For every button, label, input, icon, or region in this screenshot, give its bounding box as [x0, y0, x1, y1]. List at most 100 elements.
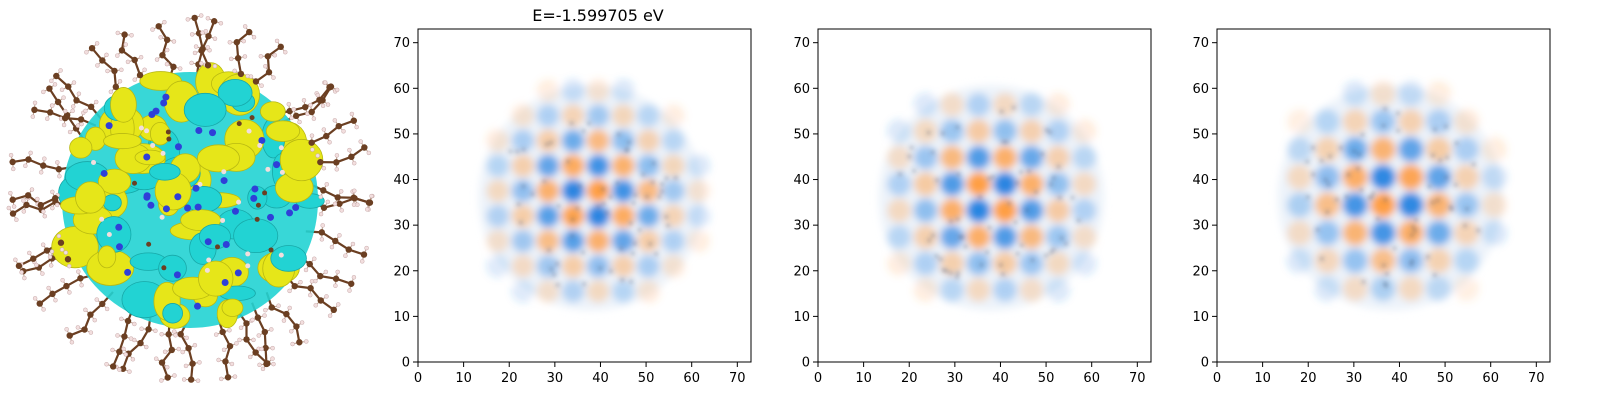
density-negative-lobe — [1287, 164, 1313, 190]
core-atom — [245, 263, 251, 269]
carbon-atom — [348, 153, 355, 161]
atom-shadow — [1471, 162, 1476, 167]
density-negative-lobe — [1454, 109, 1480, 135]
density-negative-lobe — [1314, 192, 1340, 218]
hydrogen-atom — [343, 253, 348, 258]
atom-shadow — [1346, 172, 1351, 177]
hydrogen-atom — [129, 33, 134, 38]
carbon-atom — [165, 331, 172, 338]
atom-shadow — [979, 262, 984, 267]
density-negative-lobe — [637, 129, 660, 153]
hydrogen-atom — [269, 327, 274, 332]
carbon-atom — [292, 112, 300, 120]
carbon-atom — [88, 44, 96, 52]
density-negative-lobe — [586, 129, 610, 153]
density-negative-lobe — [486, 129, 510, 153]
core-atom — [132, 180, 138, 186]
carbon-atom — [155, 23, 162, 30]
density-negative-lobe — [887, 145, 912, 170]
hydrogen-atom — [212, 63, 218, 69]
carbon-atom — [47, 109, 54, 116]
core-atom — [236, 121, 242, 127]
atom-shadow — [651, 160, 656, 166]
axes-frame — [417, 28, 752, 363]
atom-shadow — [1048, 130, 1053, 135]
hydrogen-atom — [327, 313, 333, 319]
nitrogen-atom — [250, 194, 258, 202]
hydrogen-atom — [263, 307, 268, 313]
atom-shadow — [1355, 166, 1361, 171]
carbon-atom — [66, 332, 73, 339]
hydrogen-atom — [84, 50, 89, 55]
isosurface-negative-lobe — [149, 162, 181, 181]
density-positive-lobe — [1481, 220, 1507, 246]
hydrogen-atom — [248, 74, 254, 79]
core-atom — [279, 169, 285, 175]
core-atom — [278, 252, 284, 258]
hydrogen-atom — [93, 99, 99, 105]
density-positive-lobe — [1287, 136, 1313, 162]
core-atom — [160, 150, 166, 156]
isosurface-positive-lobe — [196, 144, 240, 173]
atom-shadow — [1449, 206, 1454, 212]
density-positive-lobe — [913, 145, 938, 170]
density-fine-structure — [897, 105, 1081, 280]
atom-shadow — [948, 218, 954, 224]
core-atom — [249, 115, 255, 121]
hydrogen-atom — [213, 332, 219, 337]
y-tick-label: 0 — [802, 356, 810, 371]
density-negative-lobe — [1454, 276, 1480, 302]
core-atom — [146, 241, 152, 247]
hydrogen-atom — [11, 204, 17, 209]
density-negative-lobe — [887, 198, 912, 223]
hydrogen-atom — [164, 364, 170, 370]
density-negative-lobe — [1370, 248, 1396, 274]
density-positive-lobe — [1072, 198, 1097, 223]
density-negative-lobe — [536, 179, 560, 203]
hydrogen-atom — [334, 153, 340, 158]
density-negative-lobe — [637, 179, 660, 203]
y-tick-label: 0 — [402, 356, 410, 371]
y-tick-label: 70 — [793, 36, 810, 51]
y-tick-label: 50 — [393, 127, 410, 142]
hydrogen-atom — [241, 38, 246, 44]
core-atom — [236, 199, 242, 205]
density-positive-lobe — [993, 225, 1017, 249]
carbon-atom — [52, 195, 59, 202]
hydrogen-atom — [193, 44, 199, 49]
x-tick-label: 20 — [1300, 371, 1317, 386]
hydrogen-atom — [251, 34, 257, 40]
density-negative-lobe — [1370, 192, 1396, 218]
axes-frame — [817, 28, 1152, 363]
hydrogen-atom — [32, 100, 38, 106]
hydrogen-atom — [369, 193, 374, 199]
hydrogen-atom — [173, 333, 178, 338]
atom-shadow — [1048, 250, 1054, 255]
x-tick-label: 40 — [1391, 371, 1408, 386]
nitrogen-atom — [286, 209, 294, 217]
y-tick-label: 10 — [793, 310, 810, 325]
hydrogen-atom — [192, 342, 198, 348]
atom-shadow — [1383, 106, 1388, 112]
hydrogen-atom — [92, 317, 98, 323]
hydrogen-atom — [125, 59, 131, 65]
carbon-atom — [277, 43, 284, 51]
hydrogen-atom — [127, 369, 132, 374]
atom-shadow — [1430, 153, 1436, 158]
hydrogen-atom — [257, 362, 262, 368]
density-negative-lobe — [1342, 164, 1368, 190]
atom-shadow — [1004, 139, 1009, 145]
hydrogen-atom — [119, 316, 124, 322]
heatmap-panel-1: 0 10 20 30 40 50 60 70 0 10 20 30 40 50 60 70 — [393, 28, 752, 386]
hydrogen-atom — [42, 156, 47, 161]
atom-shadow — [1413, 217, 1419, 223]
density-positive-lobe — [1342, 81, 1368, 107]
hydrogen-atom — [290, 341, 295, 347]
isosurface-positive-lobe — [198, 260, 234, 297]
atom-shadow — [955, 270, 961, 276]
density-positive-lobe — [1072, 145, 1097, 170]
hydrogen-atom — [132, 321, 137, 327]
atom-shadow — [608, 194, 613, 200]
x-tick-label: 50 — [638, 371, 655, 386]
